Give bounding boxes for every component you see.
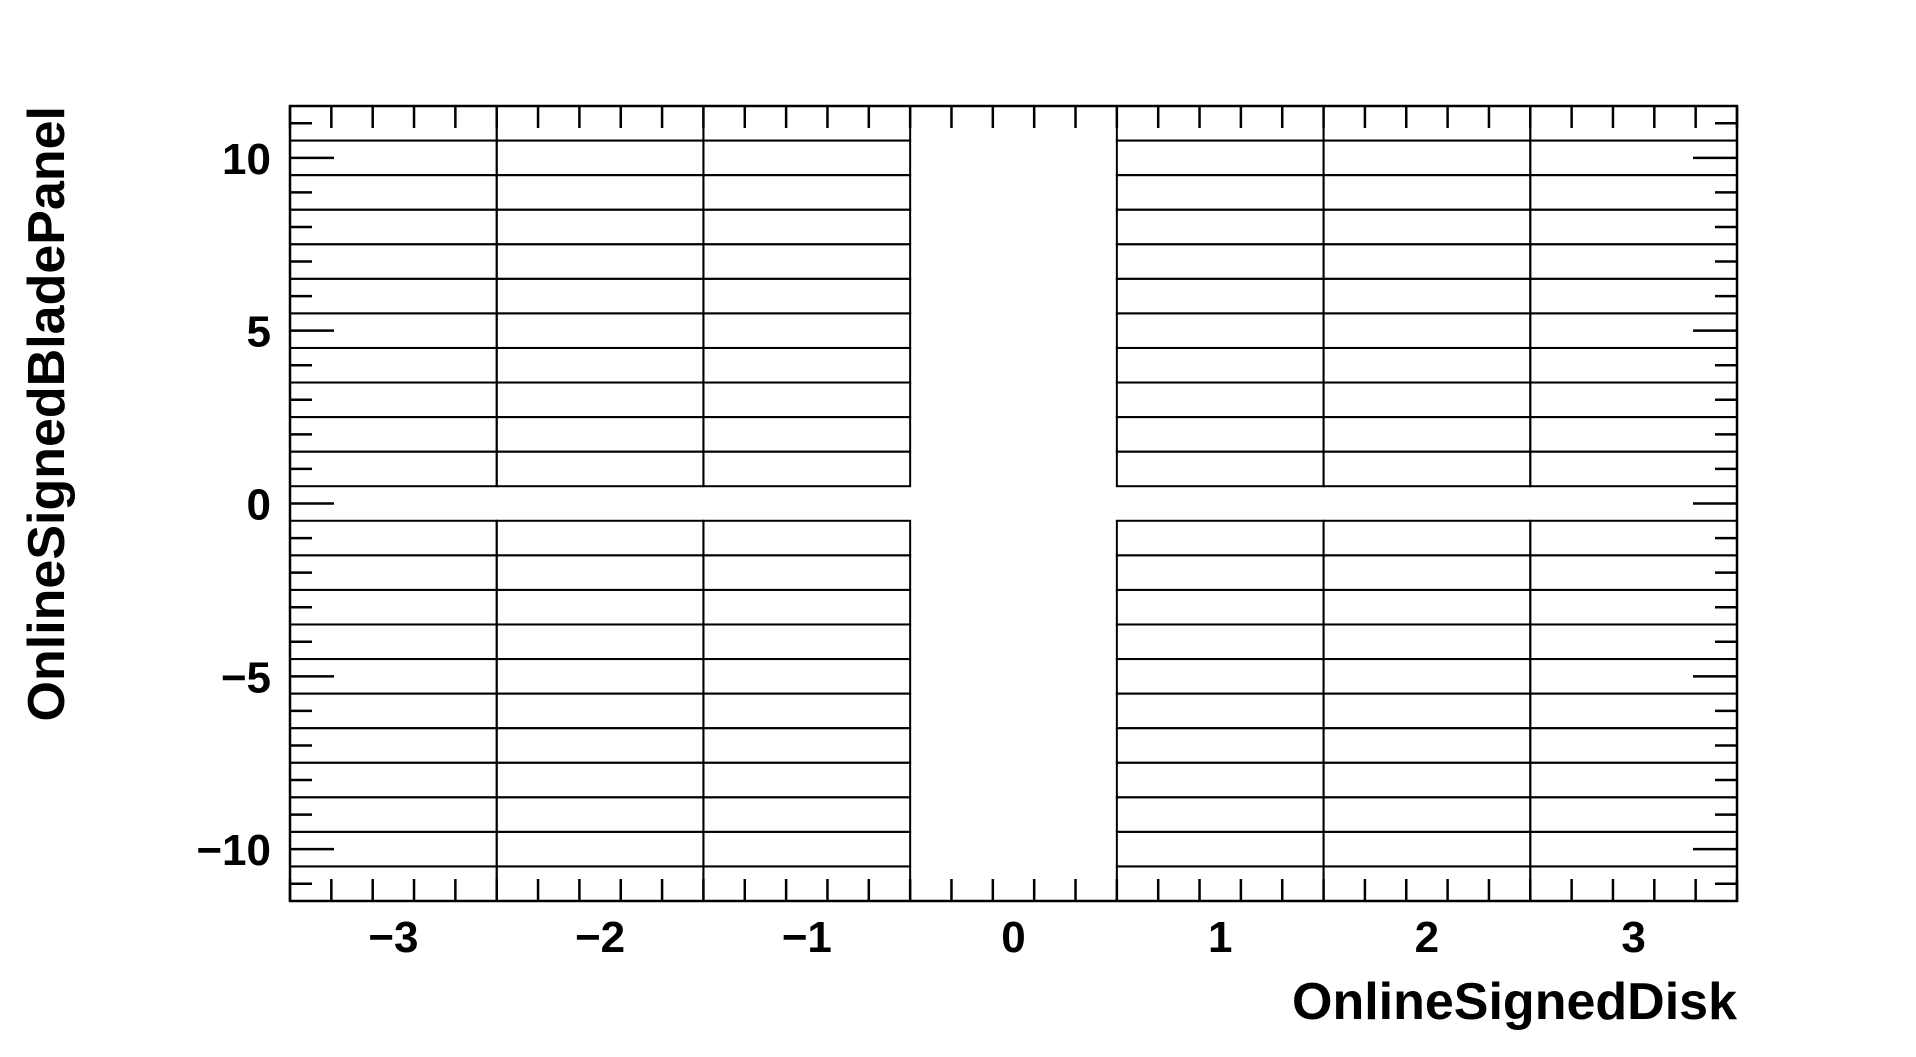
y-axis-title: OnlineSignedBladePanel <box>18 106 76 721</box>
x-tick-label: −2 <box>575 913 625 962</box>
x-tick-label: 3 <box>1621 913 1645 962</box>
y-tick-label: 5 <box>247 308 271 357</box>
x-tick-label: 2 <box>1415 913 1439 962</box>
x-axis-title: OnlineSignedDisk <box>1292 973 1737 1031</box>
x-tick-label: −1 <box>782 913 832 962</box>
histogram-bin <box>702 519 912 557</box>
y-tick-label: 10 <box>222 135 271 184</box>
y-tick-label: −10 <box>196 826 271 875</box>
y-tick-label: −5 <box>221 653 271 702</box>
x-tick-label: 1 <box>1208 913 1232 962</box>
plot-frame <box>288 104 1739 903</box>
x-tick-label: −3 <box>368 913 418 962</box>
y-tick-label: 0 <box>247 481 271 530</box>
x-tick-label: 0 <box>1001 913 1025 962</box>
